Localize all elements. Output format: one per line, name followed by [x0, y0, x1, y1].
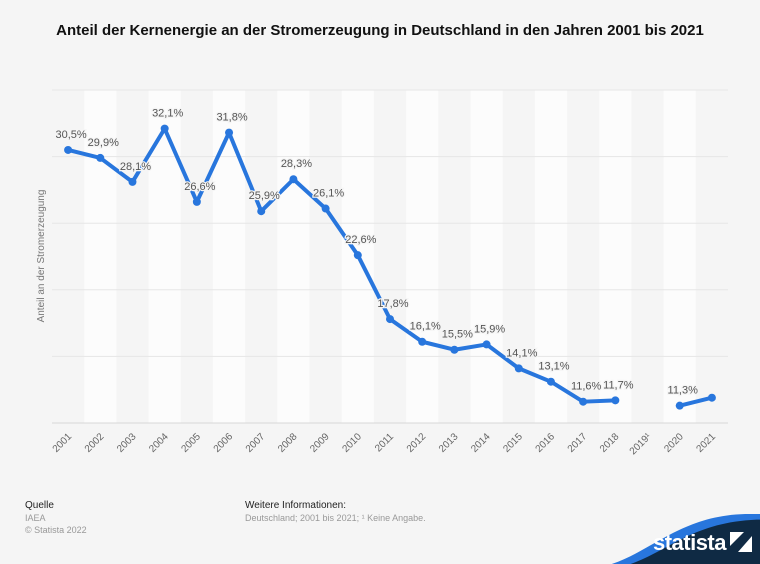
data-point [160, 124, 169, 133]
data-point [353, 251, 362, 260]
info-heading: Weitere Informationen: [245, 500, 346, 511]
x-tick-label: 2016 [534, 431, 558, 455]
data-point [96, 153, 105, 162]
x-tick-label: 2014 [469, 431, 493, 455]
data-point [289, 175, 298, 184]
source-value: IAEA [25, 513, 46, 523]
x-tick-label: 2003 [115, 431, 139, 455]
data-label: 26,1% [313, 188, 344, 200]
x-tick-label: 2011 [373, 431, 396, 454]
data-label: 11,6% [571, 381, 602, 393]
statista-logo: statista [652, 530, 727, 555]
x-tick-label: 2021 [695, 431, 719, 455]
data-point [257, 207, 266, 216]
data-point [675, 401, 684, 410]
x-tick-label: 2009 [308, 431, 332, 455]
data-point [482, 340, 491, 349]
x-tick-label: 2012 [405, 431, 429, 455]
statista-logo-icon [730, 532, 752, 552]
column-stripe [212, 90, 246, 423]
source-block: Quelle IAEA © Statista 2022 [25, 500, 87, 536]
x-tick-label: 2013 [437, 431, 461, 455]
data-point [64, 145, 73, 154]
data-label: 28,3% [281, 158, 312, 170]
data-label: 28,1% [120, 161, 151, 173]
data-label: 13,1% [538, 361, 569, 373]
x-tick-label: 2015 [501, 431, 525, 455]
x-tick-label: 2005 [179, 431, 203, 455]
x-tick-label: 2001 [51, 431, 75, 455]
x-tick-label: 2019¹ [628, 431, 654, 457]
source-heading: Quelle [25, 500, 54, 511]
x-tick-label: 2008 [276, 431, 300, 455]
data-label: 25,9% [249, 190, 280, 202]
data-point [192, 197, 201, 206]
data-point [514, 364, 523, 373]
x-tick-label: 2018 [598, 431, 622, 455]
data-label: 16,1% [410, 321, 441, 333]
data-point [128, 177, 137, 186]
data-point [546, 377, 555, 386]
y-axis-label: Anteil an der Stromerzeugung [36, 190, 47, 323]
column-stripe [406, 90, 439, 423]
data-point [707, 393, 716, 402]
data-point [579, 397, 588, 406]
data-label: 15,5% [442, 329, 473, 341]
x-tick-label: 2010 [340, 431, 364, 455]
data-label: 14,1% [506, 347, 537, 359]
data-point [611, 396, 620, 405]
line-chart: Anteil an der Stromerzeugung 30,5%29,9%2… [36, 89, 728, 457]
series-line [677, 395, 714, 408]
data-label: 29,9% [88, 137, 119, 149]
x-tick-label: 2006 [212, 431, 236, 455]
chart-title: Anteil der Kernenergie an der Stromerzeu… [56, 22, 704, 39]
data-label: 30,5% [55, 129, 86, 141]
data-point [386, 315, 394, 324]
x-tick-label: 2007 [244, 431, 268, 455]
info-block: Weitere Informationen: Deutschland; 2001… [245, 500, 426, 524]
data-label: 11,7% [603, 379, 634, 391]
column-stripe [148, 90, 181, 423]
x-tick-label: 2002 [83, 431, 107, 455]
x-tick-label: 2004 [147, 431, 171, 455]
data-label: 22,6% [345, 234, 376, 246]
data-label: 15,9% [474, 323, 505, 335]
series-line [66, 126, 618, 404]
column-stripe [534, 90, 568, 423]
statista-logo-background [611, 514, 760, 564]
copyright: © Statista 2022 [25, 525, 87, 535]
info-text: Deutschland; 2001 bis 2021; ¹ Keine Anga… [245, 513, 426, 523]
data-label: 32,1% [152, 108, 183, 120]
data-label: 17,8% [377, 298, 408, 310]
data-point [418, 337, 427, 346]
data-label: 31,8% [216, 112, 247, 124]
x-tick-label: 2017 [566, 431, 590, 455]
data-point [450, 345, 459, 354]
data-point [321, 204, 330, 213]
column-stripe [663, 90, 696, 423]
data-point [225, 128, 234, 137]
data-label: 26,6% [184, 181, 215, 193]
column-stripe [84, 90, 117, 423]
x-tick-label: 2020 [662, 431, 686, 455]
column-stripe [470, 90, 503, 423]
column-stripe [277, 90, 310, 423]
data-label: 11,3% [668, 385, 699, 397]
column-stripe [599, 90, 632, 423]
